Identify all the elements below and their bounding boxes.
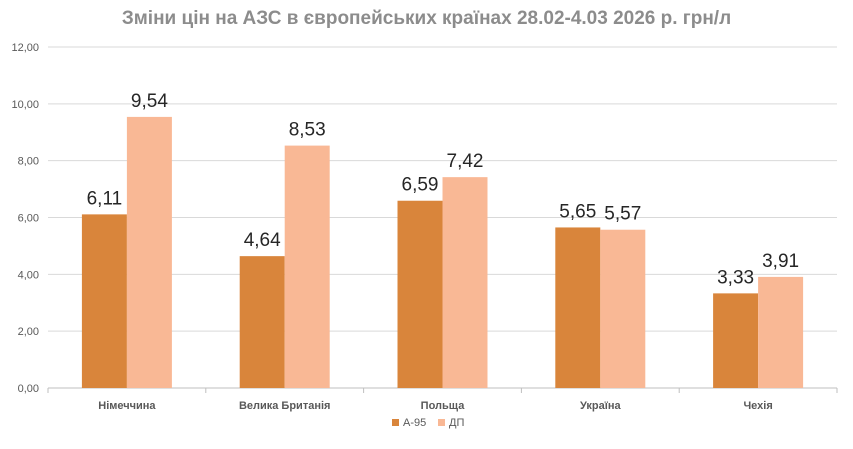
bar [239,256,285,388]
bar [81,214,127,388]
y-tick-label: 10,00 [11,99,39,111]
y-tick-label: 8,00 [18,156,39,168]
data-label: 8,53 [289,120,326,141]
x-tick-label: Чехія [743,400,772,412]
legend-swatch [438,419,445,426]
data-label: 6,59 [402,175,439,196]
bar [600,229,646,388]
bar [442,177,488,388]
data-label: 4,64 [244,230,281,251]
y-tick-label: 6,00 [18,213,39,225]
bar [555,227,601,388]
x-tick-label: Польща [421,400,466,412]
data-label: 3,91 [762,251,799,272]
legend-swatch [392,419,399,426]
legend-label: ДП [449,417,464,429]
y-tick-label: 4,00 [18,269,39,281]
x-tick-label: Україна [580,400,622,412]
data-label: 3,33 [717,267,754,288]
bar [758,276,804,388]
y-tick-label: 12,00 [11,42,39,54]
y-tick-label: 0,00 [18,383,39,395]
x-tick-label: Німеччина [98,400,156,412]
bar [397,200,443,388]
data-label: 5,57 [604,204,641,225]
data-label: 9,54 [131,91,168,112]
bar [126,116,172,388]
chart-title: Зміни цін на АЗС в європейських країнах … [121,8,732,29]
bar [713,293,759,388]
bar [284,145,330,388]
y-tick-label: 2,00 [18,326,39,338]
data-label: 7,42 [447,151,484,172]
data-label: 6,11 [87,188,123,209]
data-label: 5,65 [559,201,596,222]
x-tick-label: Велика Британія [239,400,331,412]
legend-label: А-95 [403,417,426,429]
